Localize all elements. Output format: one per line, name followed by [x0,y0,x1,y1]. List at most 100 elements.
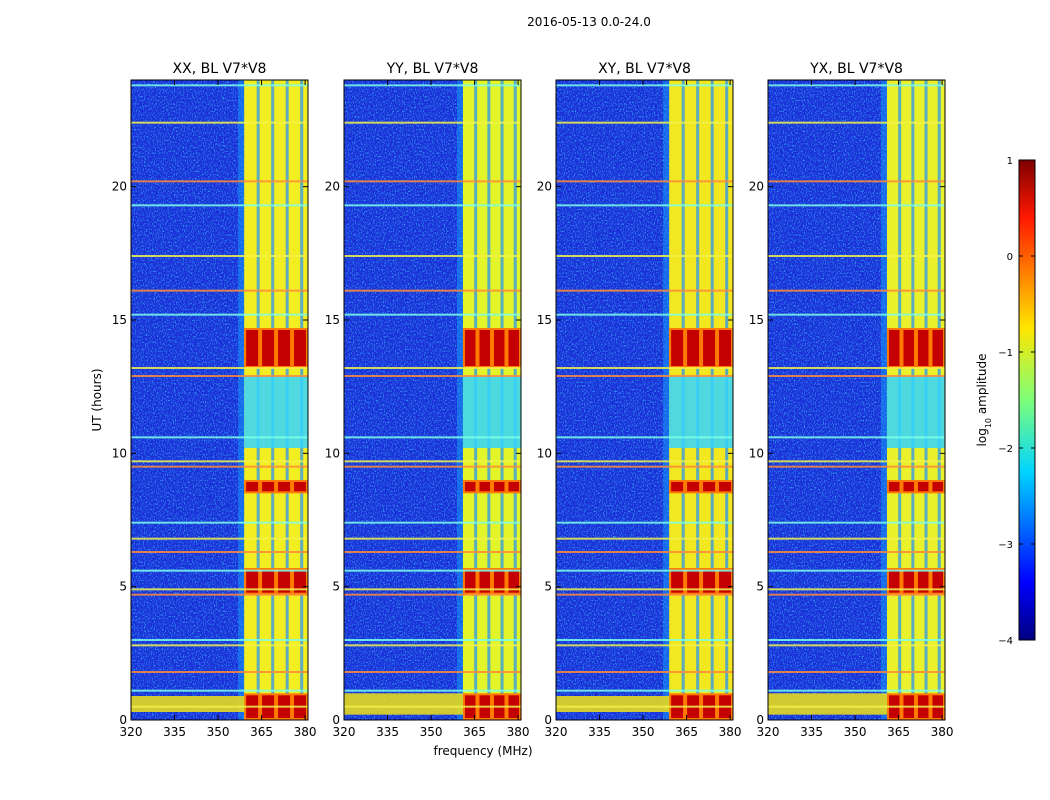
rfi-line [344,204,521,207]
colorbar-tick-label: −1 [998,348,1013,359]
rfi-line [556,689,733,692]
rfi-line [131,180,308,183]
panel-yx: YX, BL V7*V8 320 335 350 365 380 0 5 10 15 20 [749,61,954,739]
rfi-line [131,436,308,439]
hot-block [687,570,700,593]
rfi-line [556,705,733,708]
rfi-line [131,84,308,87]
hot-block [917,330,929,366]
hot-block [932,570,943,593]
colorbar-label-amp: amplitude [975,354,989,418]
rfi-line [768,180,945,183]
x-tick-label: 365 [250,725,273,739]
low-emission [556,696,670,712]
y-tick-label: 10 [325,446,340,460]
rfi-line [768,588,945,591]
x-tick-label: 380 [507,725,530,739]
x-tick-label: 320 [545,725,568,739]
hot-block [493,570,505,593]
rfi-line [344,588,521,591]
rfi-line [131,204,308,207]
rfi-line [344,644,521,647]
y-tick-label: 20 [749,180,764,194]
rfi-line [131,639,308,641]
rfi-line [556,84,733,87]
colorbar-gradient-bar [1018,159,1036,641]
y-tick-label: 5 [544,580,552,594]
low-emission [344,693,463,715]
rfi-line [768,551,945,553]
colorbar-tick-label: 1 [1007,156,1013,167]
rfi-line [131,593,308,596]
y-tick-label: 0 [544,713,552,727]
rfi-line [768,313,945,316]
rfi-line [344,375,521,377]
rfi-line [131,521,308,524]
hot-region [462,480,521,494]
panel-image [768,80,945,720]
rfi-line [768,569,945,572]
x-tick-label: 335 [800,725,823,739]
rfi-line [344,460,521,463]
rfi-line [131,551,308,553]
rfi-line [556,460,733,463]
rfi-line [344,289,521,292]
hot-block [262,482,275,492]
panel-frame [130,79,309,721]
panel-title: XX, BL V7*V8 [173,61,267,77]
hot-block [294,482,306,492]
rfi-line [768,465,945,468]
colorbar-label: log10 amplitude [975,354,993,447]
panel-image [556,80,733,720]
rfi-line [131,367,308,369]
x-tick-label: 335 [376,725,399,739]
rfi-line [344,367,521,369]
colorbar-tick-label: −2 [998,444,1013,455]
hot-region [669,480,733,494]
rfi-line [556,367,733,369]
hot-block [703,570,716,593]
rfi-line [768,84,945,87]
hot-block [262,330,275,366]
rfi-line [131,644,308,647]
y-tick-label: 5 [119,580,127,594]
x-tick-label: 350 [207,725,230,739]
cool-region [244,376,308,448]
x-tick-label: 335 [163,725,186,739]
hot-block [294,330,306,366]
rfi-line [556,436,733,439]
rfi-line [556,521,733,524]
rfi-line [768,639,945,641]
hot-block [464,570,476,593]
rfi-line [344,593,521,596]
rfi-line [344,121,521,124]
y-tick-label: 15 [112,313,127,327]
rfi-line [768,644,945,647]
hot-block [508,330,519,366]
rfi-line [556,121,733,124]
hot-block [703,330,716,366]
hot-block [932,482,943,492]
panel-xx: XX, BL V7*V8 320 335 350 365 380 0 5 10 15 20 [112,61,317,739]
rfi-line [344,436,521,439]
hot-block [719,482,731,492]
rfi-line [768,521,945,524]
hot-block [246,482,259,492]
panel-frame [343,79,522,721]
x-tick-label: 350 [632,725,655,739]
rfi-line [131,689,308,692]
rfi-line [768,671,945,673]
low-emission [131,696,245,712]
hot-block [917,570,929,593]
rfi-line [344,671,521,673]
rfi-line [768,537,945,540]
x-tick-label: 350 [420,725,443,739]
y-tick-label: 10 [749,446,764,460]
hot-block [719,330,731,366]
hot-block [479,570,490,593]
rfi-line [344,313,521,316]
y-tick-label: 20 [112,180,127,194]
figure-suptitle: 2016-05-13 0.0-24.0 [527,15,651,29]
rfi-line [556,569,733,572]
